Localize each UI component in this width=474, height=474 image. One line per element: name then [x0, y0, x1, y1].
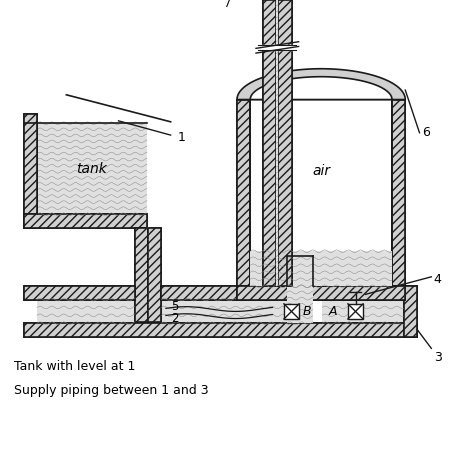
Polygon shape [237, 100, 250, 286]
Polygon shape [148, 228, 161, 322]
Polygon shape [250, 77, 392, 100]
Text: B: B [303, 305, 311, 318]
Polygon shape [322, 286, 417, 300]
Polygon shape [322, 286, 417, 300]
Polygon shape [24, 114, 37, 228]
Polygon shape [392, 100, 405, 286]
Polygon shape [161, 300, 289, 323]
Polygon shape [37, 300, 135, 323]
Polygon shape [135, 228, 148, 322]
Text: Supply piping between 1 and 3: Supply piping between 1 and 3 [14, 384, 209, 397]
Polygon shape [263, 0, 276, 286]
Text: A: A [329, 305, 337, 318]
Text: 3: 3 [434, 351, 442, 364]
Polygon shape [161, 286, 277, 300]
Polygon shape [276, 0, 278, 286]
Text: 6: 6 [422, 126, 430, 139]
Bar [348, 304, 363, 319]
Polygon shape [24, 323, 417, 337]
Polygon shape [24, 114, 37, 228]
Polygon shape [287, 286, 313, 323]
Text: 2: 2 [171, 312, 178, 325]
Polygon shape [24, 286, 135, 300]
Polygon shape [24, 214, 147, 228]
Polygon shape [237, 286, 405, 300]
Polygon shape [237, 100, 250, 286]
Text: 4: 4 [434, 273, 442, 286]
Polygon shape [161, 286, 277, 300]
Bar [284, 304, 299, 319]
Polygon shape [404, 286, 417, 337]
Polygon shape [237, 286, 405, 300]
Text: tank: tank [77, 162, 107, 176]
Polygon shape [37, 123, 147, 214]
Polygon shape [392, 100, 405, 286]
Text: 1: 1 [178, 131, 186, 144]
Polygon shape [148, 228, 161, 322]
Polygon shape [250, 251, 392, 286]
Polygon shape [404, 286, 417, 337]
Polygon shape [24, 323, 417, 337]
Text: air: air [312, 164, 330, 178]
Polygon shape [24, 286, 135, 300]
Text: 7: 7 [223, 0, 230, 9]
Polygon shape [24, 214, 147, 228]
Polygon shape [278, 0, 292, 286]
Polygon shape [263, 0, 276, 286]
Text: 5: 5 [171, 300, 178, 313]
Polygon shape [278, 0, 292, 286]
Text: Tank with level at 1: Tank with level at 1 [14, 360, 136, 373]
Polygon shape [135, 228, 148, 322]
Polygon shape [322, 300, 404, 323]
Polygon shape [237, 69, 405, 100]
